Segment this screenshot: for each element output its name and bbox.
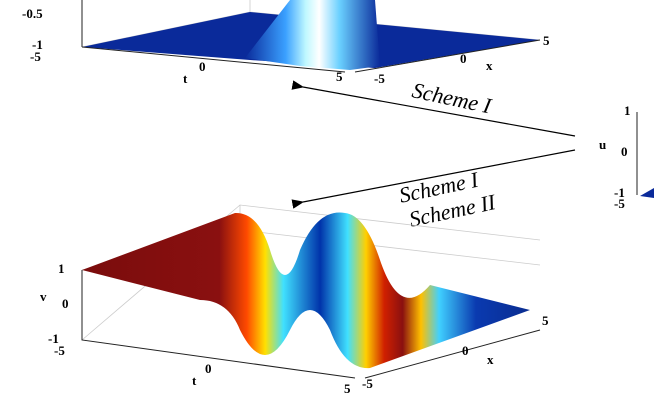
arrow-label: Scheme I [410, 77, 495, 118]
z-tick-label: 0 [621, 144, 628, 159]
z-tick-label: -1 [48, 331, 59, 346]
z-axis-label: v [40, 289, 47, 304]
x-axis-label: x [486, 58, 493, 73]
x-tick-label: 5 [543, 33, 550, 48]
t-tick-label: 0 [205, 361, 212, 376]
x-tick-label: 5 [542, 313, 549, 328]
axis-lines [81, 0, 541, 73]
t-tick-label: -5 [54, 343, 65, 358]
t-axis-label: t [183, 71, 188, 86]
surface [82, 212, 530, 369]
surface [640, 188, 654, 198]
z-tick-label: -0.5 [22, 6, 43, 21]
right-plot: 1 u 0 -1 -5 [599, 103, 654, 211]
t-tick-label: -5 [614, 196, 625, 211]
top-plot: -0.5 -1 -5 0 t 5 5 0 x -5 [22, 0, 550, 86]
surface-peak [245, 0, 380, 70]
z-axis-label: u [599, 137, 606, 152]
x-tick-label: -5 [362, 376, 373, 391]
arrow [291, 149, 576, 209]
z-tick-label: 0 [62, 296, 69, 311]
axis-lines [81, 270, 541, 379]
x-tick-label: -5 [374, 71, 385, 86]
arrow [291, 80, 576, 137]
z-tick-label: -1 [32, 37, 43, 52]
z-tick-label: -1 [614, 185, 625, 200]
z-tick-label: 1 [624, 103, 631, 118]
arrows: Scheme I Scheme I Scheme II [291, 77, 576, 232]
t-tick-label: 5 [344, 381, 351, 396]
t-tick-label: 5 [336, 69, 343, 84]
x-tick-label: 0 [462, 343, 469, 358]
t-tick-label: -5 [30, 49, 41, 64]
x-axis-label: x [487, 352, 494, 367]
bottom-plot: 1 v 0 -1 -5 0 t 5 5 0 x -5 [40, 204, 549, 396]
z-tick-label: 1 [58, 261, 65, 276]
x-tick-label: 0 [460, 51, 467, 66]
t-axis-label: t [192, 373, 197, 388]
t-tick-label: 0 [199, 59, 206, 74]
